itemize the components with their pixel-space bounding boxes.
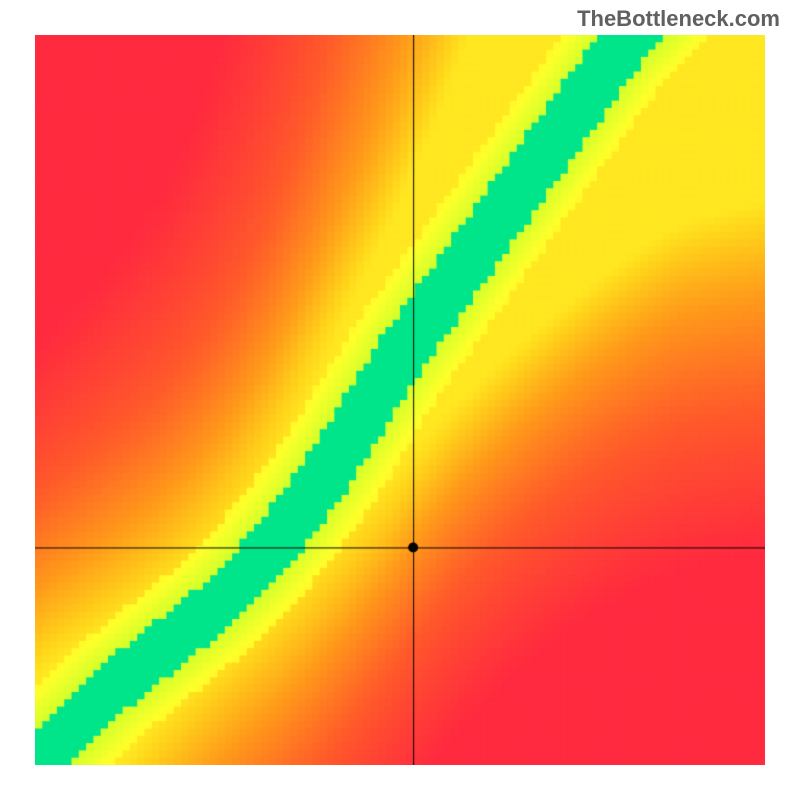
- watermark-text: TheBottleneck.com: [577, 6, 780, 32]
- heatmap-plot: [35, 35, 765, 765]
- crosshair-overlay: [35, 35, 765, 765]
- chart-container: TheBottleneck.com: [0, 0, 800, 800]
